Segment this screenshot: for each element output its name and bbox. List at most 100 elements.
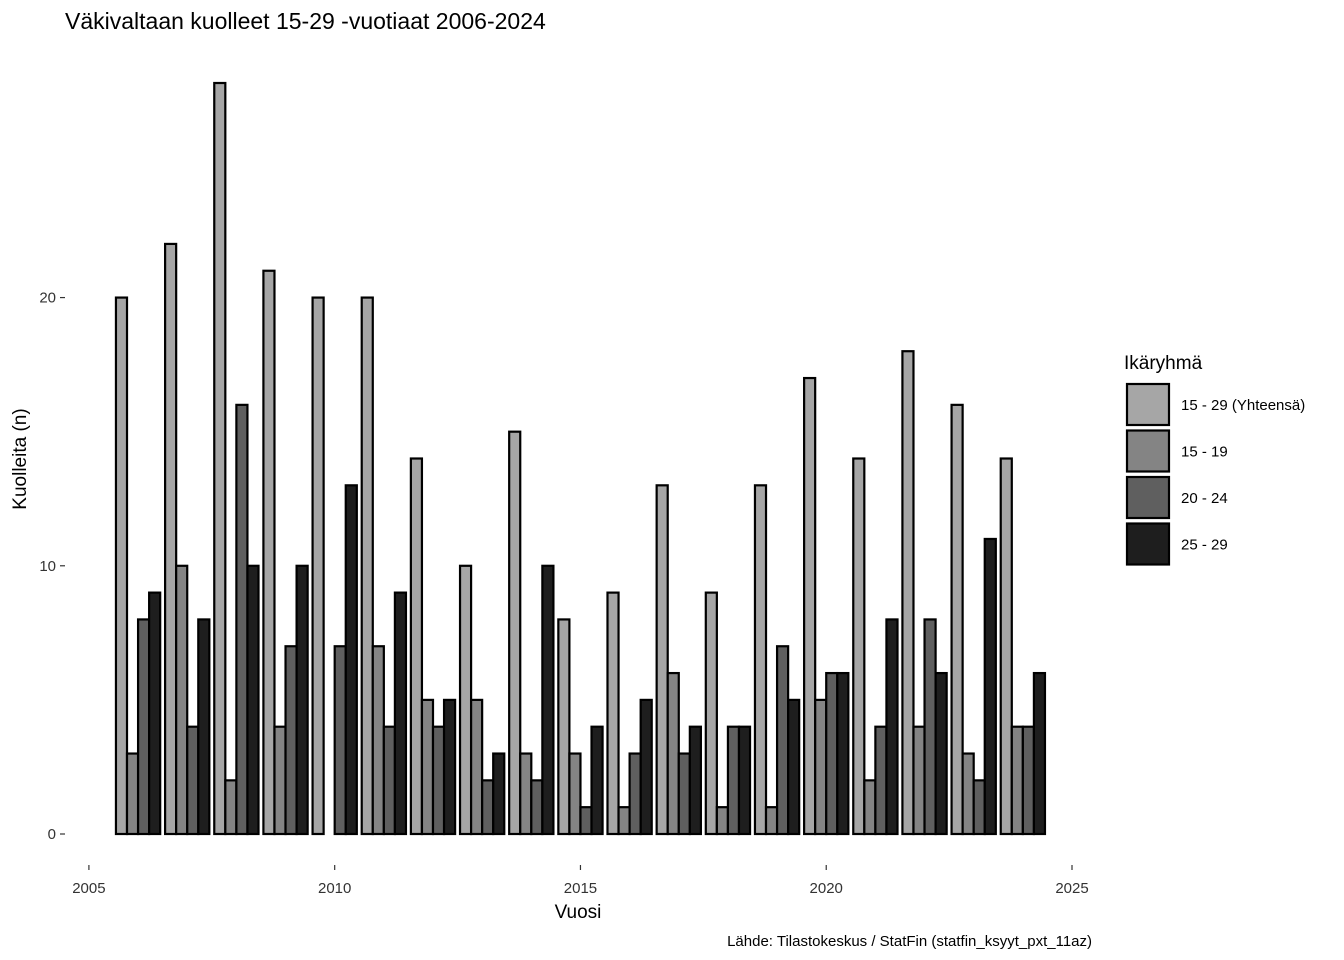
x-tick-label-2015: 2015 (564, 880, 597, 897)
bar-2011-15-19 (371, 645, 385, 836)
bar-2020-20-24 (825, 671, 839, 836)
bar-2007-20-24 (186, 725, 200, 836)
bar-2008-15-19 (224, 779, 238, 836)
bar-2014-15-29-yhteensä (508, 430, 522, 836)
bar-2012-15-29-yhteensä (409, 457, 424, 836)
bar-2009-15-19 (273, 725, 287, 836)
y-tick-label-20: 20 (39, 290, 56, 307)
legend-swatch-1 (1125, 382, 1171, 427)
bar-2015-15-19 (568, 752, 582, 836)
bar-2008-20-24 (235, 403, 249, 836)
bar-2021-15-29-yhteensä (852, 457, 866, 836)
x-tick-label-2020: 2020 (810, 880, 843, 897)
bar-2007-15-19 (175, 564, 189, 836)
bar-2006-20-24 (136, 618, 151, 836)
bar-2023-15-29-yhteensä (950, 403, 964, 836)
chart-title: Väkivaltaan kuolleet 15-29 -vuotiaat 200… (65, 8, 546, 34)
bar-2018-15-29-yhteensä (704, 591, 718, 836)
bar-2007-25-29 (197, 618, 211, 836)
bar-2021-25-29 (885, 618, 899, 836)
bar-2024-15-29-yhteensä (999, 457, 1013, 836)
bar-2019-15-29-yhteensä (753, 484, 768, 836)
bar-2016-15-29-yhteensä (606, 591, 620, 836)
bar-2009-25-29 (295, 564, 309, 836)
legend-title: Ikäryhmä (1124, 353, 1203, 374)
legend-swatch-3 (1125, 475, 1171, 520)
bar-2011-25-29 (393, 591, 408, 836)
bar-2019-20-24 (775, 645, 790, 836)
bar-2018-25-29 (737, 725, 752, 836)
bar-2022-20-24 (923, 618, 937, 836)
bar-2008-25-29 (246, 564, 260, 836)
bar-2012-15-19 (420, 698, 435, 836)
bar-2006-15-29-yhteensä (114, 296, 129, 836)
bar-2016-15-19 (617, 806, 631, 836)
bar-2006-25-29 (148, 591, 162, 836)
y-tick-label-10: 10 (39, 558, 56, 575)
bar-2013-20-24 (481, 779, 495, 836)
legend-label-2: 15 - 19 (1181, 444, 1228, 461)
bar-2007-15-29-yhteensä (164, 242, 178, 836)
bar-2023-20-24 (972, 779, 986, 836)
bar-2012-20-24 (431, 725, 446, 836)
plot-area (114, 81, 1047, 836)
x-tick-label-2025: 2025 (1055, 880, 1088, 897)
x-tick-label-2005: 2005 (72, 880, 105, 897)
bar-2017-20-24 (677, 752, 691, 836)
legend-label-1: 15 - 29 (Yhteensä) (1181, 397, 1305, 414)
legend-swatch-2 (1125, 429, 1171, 473)
bar-2019-15-19 (764, 806, 779, 836)
bar-2017-15-19 (666, 671, 680, 836)
bar-2020-15-19 (814, 698, 828, 836)
bar-2014-15-19 (519, 752, 533, 836)
y-axis-title: Kuolleita (n) (10, 408, 31, 509)
bar-2009-15-29-yhteensä (262, 269, 276, 836)
bar-2008-15-29-yhteensä (213, 81, 227, 836)
bar-2024-15-19 (1010, 725, 1024, 836)
bar-2020-15-29-yhteensä (803, 376, 817, 836)
x-axis-title: Vuosi (555, 902, 602, 923)
bar-2021-20-24 (874, 725, 888, 836)
bar-2018-20-24 (726, 725, 741, 836)
bar-2013-15-29-yhteensä (458, 564, 473, 836)
bar-2023-15-19 (961, 752, 975, 836)
bar-2006-15-19 (125, 752, 140, 836)
bar-2021-15-19 (863, 779, 877, 836)
bar-2024-20-24 (1021, 725, 1036, 836)
bar-2009-20-24 (284, 645, 298, 836)
bar-2017-15-29-yhteensä (655, 484, 669, 836)
bar-2016-20-24 (628, 752, 642, 836)
bar-2013-15-19 (469, 698, 484, 836)
bar-2016-25-29 (639, 698, 653, 836)
bar-2023-25-29 (983, 537, 997, 836)
legend-label-4: 25 - 29 (1181, 537, 1228, 554)
bar-2013-25-29 (492, 752, 506, 836)
bar-2010-15-29-yhteensä (311, 296, 325, 836)
legend-swatch-4 (1125, 522, 1171, 566)
source-caption: Lähde: Tilastokeskus / StatFin (statfin_… (727, 933, 1092, 950)
bar-2022-15-19 (912, 725, 926, 836)
bar-2019-25-29 (787, 698, 801, 836)
x-tick-label-2010: 2010 (318, 880, 351, 897)
bar-2014-25-29 (541, 564, 555, 836)
bars-layer (114, 81, 1047, 836)
bar-2017-25-29 (688, 725, 702, 836)
x-axis: 2005 2010 2015 2020 2025 (72, 865, 1089, 897)
bar-2011-15-29-yhteensä (360, 296, 374, 836)
y-tick-label-0: 0 (48, 826, 56, 843)
bar-2010-20-24 (333, 645, 347, 836)
bar-2024-25-29 (1032, 671, 1047, 836)
bar-2022-15-29-yhteensä (901, 350, 915, 836)
bar-2015-20-24 (579, 806, 593, 836)
legend: Ikäryhmä 15 - 29 (Yhteensä) 15 - 19 20 - 2… (1124, 353, 1305, 566)
bar-2014-20-24 (530, 779, 544, 836)
bar-2020-25-29 (836, 671, 850, 836)
bar-2011-20-24 (382, 725, 396, 836)
bar-2015-25-29 (590, 725, 604, 836)
bar-2010-25-29 (344, 484, 358, 836)
bar-2015-15-29-yhteensä (557, 618, 571, 836)
legend-label-3: 20 - 24 (1181, 490, 1228, 507)
y-axis: 0 10 20 (39, 290, 65, 843)
bar-2022-25-29 (934, 671, 948, 836)
